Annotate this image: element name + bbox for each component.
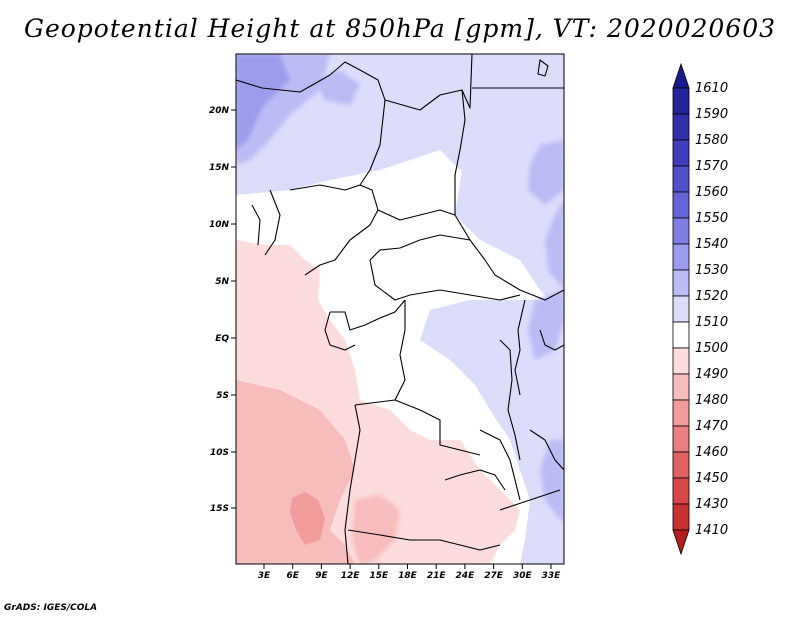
- lon-tick-label: 3E: [258, 571, 271, 581]
- lon-tick-label: 30E: [513, 571, 533, 581]
- field-1520-1530-east: [420, 160, 564, 564]
- colorbar-level-label: 1550: [695, 211, 728, 226]
- colorbar-level-label: 1510: [695, 315, 728, 330]
- colorbar-level-label: 1410: [695, 523, 728, 538]
- colorbar-level-label: 1520: [695, 289, 728, 304]
- colorbar-bottom-triangle: [672, 529, 690, 556]
- colorbar-swatch: [672, 425, 690, 453]
- lon-tick-label: 21E: [427, 571, 447, 581]
- colorbar-level-label: 1430: [695, 497, 728, 512]
- map-title: Geopotential Height at 850hPa [gpm], VT:…: [23, 14, 777, 43]
- colorbar-swatch: [672, 451, 690, 479]
- colorbar-level-label: 1590: [695, 107, 728, 122]
- colorbar-level-label: 1540: [695, 237, 728, 252]
- lon-tick-label: 15E: [369, 571, 389, 581]
- colorbar-swatch: [672, 165, 690, 193]
- colorbar-level-label: 1460: [695, 445, 728, 460]
- lon-tick-label: 12E: [341, 571, 361, 581]
- field-1480-pocket: [290, 492, 325, 545]
- colorbar-swatch: [672, 191, 690, 219]
- colorbar-swatch: [672, 269, 690, 297]
- colorbar-swatch: [672, 243, 690, 271]
- lat-tick-label: 10S: [210, 448, 229, 458]
- colorbar-swatch: [672, 87, 690, 115]
- lon-tick-label: 27E: [484, 571, 504, 581]
- colorbar-swatch: [672, 113, 690, 141]
- colorbar-level-label: 1580: [695, 133, 728, 148]
- lat-tick-label: 20N: [209, 106, 230, 116]
- lon-tick-label: 18E: [398, 571, 418, 581]
- lat-tick-label: 5N: [215, 277, 229, 287]
- colorbar-level-label: 1560: [695, 185, 728, 200]
- field-1530-ne-patch: [528, 140, 564, 205]
- field-1490-inland-south: [352, 495, 400, 564]
- field-1530-east-core: [545, 200, 564, 290]
- lon-tick-label: 24E: [456, 571, 476, 581]
- colorbar-level-label: 1570: [695, 159, 728, 174]
- colorbar: 1610 1590 1580 1570 1560 1550 1540 1530 1520 1510…: [672, 62, 728, 556]
- colorbar-swatch: [672, 347, 690, 375]
- colorbar-swatch: [672, 217, 690, 245]
- field-1540-nw-corner: [236, 54, 290, 150]
- field-1490-1500-southwest: [236, 380, 355, 564]
- colorbar-swatch: [672, 321, 690, 349]
- field-1530-southeast: [540, 440, 564, 520]
- lat-tick-label: 5S: [216, 391, 229, 401]
- field-1530-north-center: [315, 70, 360, 105]
- colorbar-level-label: 1530: [695, 263, 728, 278]
- country-borders: [236, 54, 564, 564]
- lon-tick-label: 33E: [542, 571, 562, 581]
- lat-tick-label: 15S: [210, 504, 229, 514]
- colorbar-swatch: [672, 373, 690, 401]
- colorbar-level-label: 1450: [695, 471, 728, 486]
- lon-tick-label: 9E: [315, 571, 328, 581]
- colorbar-level-label: 1490: [695, 367, 728, 382]
- lat-tick-label: 10N: [209, 220, 230, 230]
- lat-tick-label: EQ: [215, 334, 229, 344]
- colorbar-swatch: [672, 477, 690, 505]
- colorbar-swatch: [672, 139, 690, 167]
- colorbar-level-label: 1500: [695, 341, 728, 356]
- colorbar-swatch: [672, 399, 690, 427]
- height-field-shading: [236, 54, 564, 564]
- software-credit: GrADS: IGES/COLA: [4, 603, 98, 613]
- colorbar-level-label: 1470: [695, 419, 728, 434]
- lat-tick-label: 15N: [209, 163, 230, 173]
- lon-tick-label: 6E: [286, 571, 299, 581]
- colorbar-swatch: [672, 503, 690, 531]
- colorbar-level-label: 1610: [695, 81, 728, 96]
- colorbar-swatch: [672, 295, 690, 323]
- colorbar-top-triangle: [672, 62, 690, 89]
- field-1530-lake-victoria: [528, 290, 564, 360]
- longitude-axis: 3E 6E 9E 12E 15E 18E 21E 24E 27E 30E 33E: [258, 564, 561, 581]
- latitude-axis: 20N 15N 10N 5N EQ 5S 10S 15S: [209, 106, 236, 514]
- colorbar-level-label: 1480: [695, 393, 728, 408]
- map-frame: [235, 53, 565, 565]
